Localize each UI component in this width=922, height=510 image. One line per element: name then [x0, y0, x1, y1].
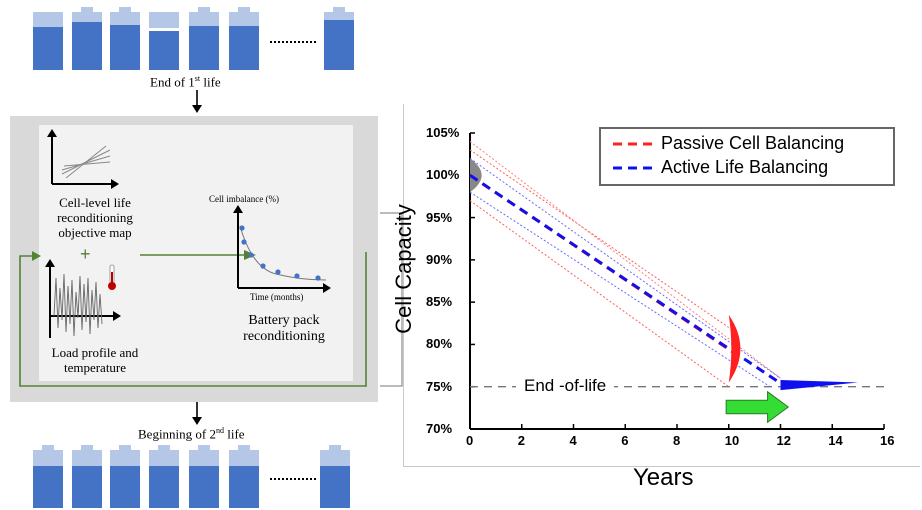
x-tick-label: 8	[673, 433, 681, 448]
y-tick-label: 85%	[426, 294, 453, 310]
x-tick-label: 6	[621, 433, 629, 448]
initial-distribution	[470, 158, 482, 193]
thermometer-icon	[108, 264, 116, 290]
battery-icon	[110, 7, 140, 70]
battery-icon	[229, 445, 259, 508]
active-distribution	[780, 379, 859, 391]
y-tick-label: 90%	[426, 251, 453, 267]
ellipsis-dots	[270, 478, 316, 480]
battery-icon	[149, 12, 179, 70]
battery-icon	[72, 7, 102, 70]
beginning-of-second-life-label: Beginning of 2nd life	[138, 426, 245, 442]
y-tick-label: 100%	[426, 167, 460, 183]
y-tick-label: 105%	[426, 125, 460, 140]
passive-distribution	[728, 314, 741, 383]
battery-icon	[189, 7, 219, 70]
down-arrow-icon	[192, 90, 202, 113]
objective-map-icon	[47, 129, 119, 189]
load-profile-label: Load profile and temperature	[51, 345, 139, 375]
x-tick-label: 14	[828, 433, 843, 448]
legend-item-active: Active Life Balancing	[611, 157, 828, 178]
battery-icon	[110, 445, 140, 508]
battery-icon	[320, 445, 350, 508]
green-arrow-icon	[725, 390, 790, 424]
capacity-chart	[469, 132, 885, 430]
legend-swatch-active	[613, 166, 655, 169]
battery-icon	[189, 445, 219, 508]
battery-icon	[324, 7, 354, 70]
plus-sign: +	[80, 244, 91, 264]
y-tick-label: 70%	[426, 421, 453, 436]
reconditioning-panel-inner	[39, 125, 353, 381]
x-tick-label: 10	[724, 433, 740, 448]
down-arrow-icon	[192, 402, 202, 425]
capacity-chart-frame	[403, 104, 920, 467]
x-tick-label: 0	[466, 433, 474, 448]
objective-map-label: Cell-level life reconditioning objective…	[57, 195, 133, 240]
imbalance-xlabel: Time (months)	[250, 292, 304, 302]
feedback-loop-arrow	[19, 251, 367, 387]
connector-bracket	[380, 212, 403, 387]
end-of-life-label: End -of-life	[516, 376, 615, 396]
x-tick-label: 16	[880, 433, 895, 448]
y-tick-label: 75%	[426, 378, 453, 394]
active-lower-band	[469, 191, 771, 388]
passive-lower-band	[469, 200, 730, 388]
ellipsis-dots	[270, 41, 316, 43]
battery-icon	[72, 445, 102, 508]
y-tick-label: 95%	[426, 209, 453, 225]
end-of-first-life-label: End of 1st life	[150, 74, 221, 90]
battery-icon	[33, 445, 63, 508]
chart-legend: Passive Cell Balancing Active Life Balan…	[599, 127, 895, 186]
chart-xlabel: Years	[633, 464, 694, 491]
battery-icon	[149, 445, 179, 508]
imbalance-chart	[233, 205, 331, 293]
x-tick-label: 2	[517, 433, 525, 448]
legend-swatch-passive	[613, 142, 655, 145]
imbalance-ylabel: Cell imbalance (%)	[209, 194, 279, 204]
battery-icon	[229, 7, 259, 70]
battery-icon	[33, 12, 63, 70]
load-profile-icon	[45, 259, 121, 338]
battery-pack-label: Battery pack reconditioning	[243, 313, 325, 344]
x-tick-label: 4	[569, 433, 577, 448]
passive-upper-band	[469, 149, 730, 328]
active-upper-band	[469, 157, 781, 379]
x-tick-label: 12	[776, 433, 791, 448]
y-tick-label: 80%	[426, 336, 453, 352]
legend-item-passive: Passive Cell Balancing	[611, 133, 844, 154]
outer-upper-band	[469, 141, 781, 379]
